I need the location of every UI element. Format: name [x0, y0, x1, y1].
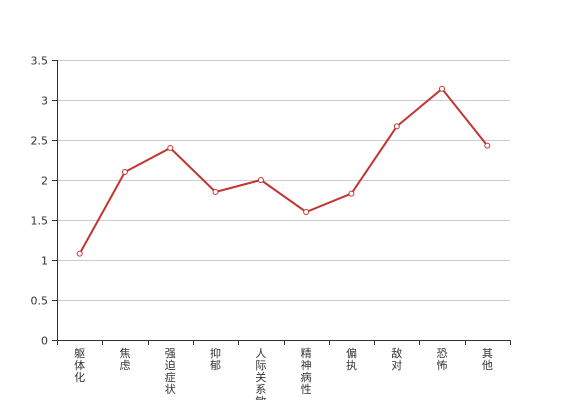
y-tick-label: 0.5: [31, 295, 49, 308]
x-tick-labels: 躯体化 焦虑 强迫症状 抑郁 人际关系敏感 精神病性 偏执 敌对 恐怖 其他: [74, 346, 493, 400]
x-tick-label: 强迫症状: [165, 347, 176, 396]
x-tick-label: 恐怖: [437, 347, 448, 372]
data-point[interactable]: [212, 189, 219, 195]
x-tick-label: 其他: [482, 347, 493, 372]
x-tick-label: 躯体化: [74, 347, 85, 384]
y-tick-label: 2: [41, 175, 48, 188]
axis-layer: [52, 60, 511, 345]
series-layer: [76, 85, 491, 257]
data-point[interactable]: [121, 169, 128, 175]
y-tick-label: 1: [41, 255, 48, 268]
y-tick-labels: 0 0.5 1 1.5 2 2.5 3 3.5: [31, 55, 49, 348]
x-tick-label: 人际关系敏感: [255, 347, 266, 400]
series-line: [78, 87, 489, 255]
x-tick-label: 偏执: [346, 346, 357, 372]
y-tick-label: 1.5: [31, 215, 49, 228]
data-point[interactable]: [303, 209, 310, 215]
data-point[interactable]: [393, 123, 400, 130]
data-point[interactable]: [167, 145, 174, 151]
y-tick-label: 3.5: [31, 55, 49, 68]
data-point[interactable]: [484, 142, 491, 149]
x-tick-label: 精神病性: [301, 347, 312, 396]
data-point[interactable]: [257, 177, 264, 183]
data-point[interactable]: [348, 190, 355, 197]
y-tick-label: 0: [41, 335, 48, 348]
y-tick-label: 2.5: [31, 135, 49, 148]
x-tick-label: 焦虑: [119, 347, 130, 372]
y-tick-label: 3: [41, 95, 48, 108]
data-point[interactable]: [76, 250, 83, 257]
grid-layer: [57, 60, 510, 301]
x-tick-label: 敌对: [391, 346, 402, 372]
data-point[interactable]: [439, 85, 445, 92]
x-tick-label: 抑郁: [210, 346, 221, 372]
